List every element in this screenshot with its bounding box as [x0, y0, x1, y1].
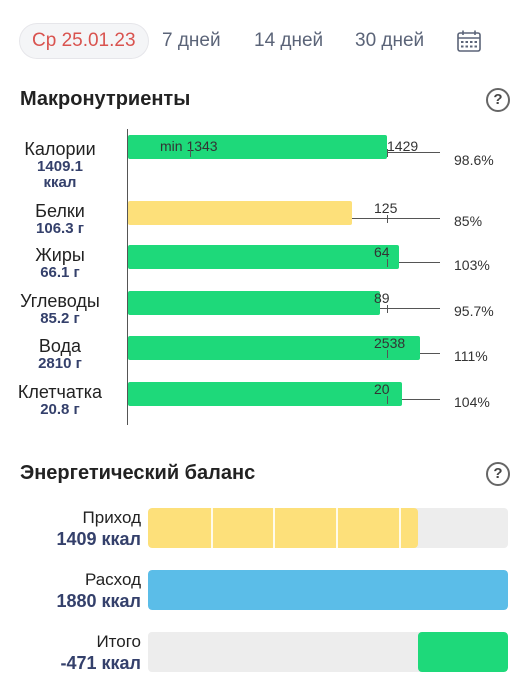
percent-label: 85% [454, 213, 483, 229]
percent-label: 95.7% [454, 303, 494, 319]
macro-unit: ккал [43, 174, 77, 191]
macro-label: Жиры 66.1 г [0, 245, 120, 281]
macro-bar [128, 382, 402, 406]
macro-row-2: Белки 106.3 г 125 85% [0, 195, 527, 241]
macro-row-6: Клетчатка 20.8 г 20 104% [0, 376, 527, 422]
macro-bar [128, 135, 387, 159]
reference-value: 64 [374, 244, 390, 260]
macro-value: 66.1 г [40, 264, 80, 281]
energy-segment-divider [399, 508, 401, 548]
reference-tick [387, 215, 388, 223]
tab-30-days[interactable]: 30 дней [355, 30, 425, 51]
macro-label: Белки 106.3 г [0, 201, 120, 237]
percent-label: 104% [454, 394, 490, 410]
macro-bar [128, 245, 399, 269]
macro-row-5: Вода 2810 г 2538 111% [0, 330, 527, 376]
energy-value: 1409 ккал [56, 529, 141, 549]
energy-track [148, 508, 508, 548]
reference-value: 89 [374, 290, 390, 306]
minimum-tick [190, 149, 191, 157]
energy-segment-divider [336, 508, 338, 548]
macronutrients-help-icon[interactable]: ? [486, 88, 510, 112]
macro-row-1: Калории 1409.1 ккал 1429 min 1343 98.6% [0, 129, 527, 191]
tab-14-days[interactable]: 14 дней [254, 30, 324, 51]
macro-name: Жиры [35, 245, 85, 265]
energy-balance-title: Энергетический баланс [20, 462, 256, 484]
percent-label: 111% [454, 348, 488, 364]
macro-label: Калории 1409.1 ккал [0, 139, 120, 191]
chart-axis [127, 129, 128, 425]
macro-bar [128, 291, 380, 315]
reference-tick [387, 149, 388, 157]
reference-tick [387, 259, 388, 267]
macro-name: Углеводы [20, 291, 100, 311]
tab-date[interactable]: Ср 25.01.23 [20, 24, 148, 58]
percent-label: 98.6% [454, 152, 494, 168]
macro-value: 20.8 г [40, 401, 80, 418]
energy-name: Приход [82, 508, 141, 527]
macro-value: 85.2 г [40, 310, 80, 327]
macro-bar [128, 336, 420, 360]
energy-segment-divider [273, 508, 275, 548]
period-tabs: Ср 25.01.23 7 дней 14 дней 30 дней [0, 0, 527, 82]
macro-value: 106.3 г [36, 220, 84, 237]
energy-name: Расход [84, 570, 141, 589]
reference-value: 2538 [374, 335, 406, 351]
minimum-label: min 1343 [160, 138, 218, 154]
macro-bar [128, 201, 352, 225]
macro-label: Вода 2810 г [0, 336, 120, 372]
energy-value: -471 ккал [60, 653, 142, 673]
energy-segment-divider [211, 508, 213, 548]
macro-value: 1409.1 [37, 158, 83, 175]
energy-label: Расход 1880 ккал [56, 570, 141, 612]
reference-value: 1429 [387, 138, 419, 154]
energy-bar [148, 508, 418, 548]
energy-value: 1880 ккал [56, 591, 141, 611]
macro-value: 2810 г [38, 355, 82, 372]
energy-bar [418, 632, 508, 672]
energy-label: Приход 1409 ккал [56, 508, 141, 550]
energy-bar [148, 570, 508, 610]
macro-name: Клетчатка [17, 382, 103, 402]
reference-value: 20 [374, 381, 390, 397]
macro-row-3: Жиры 66.1 г 64 103% [0, 239, 527, 285]
percent-label: 103% [454, 257, 490, 273]
reference-tick [387, 305, 388, 313]
macro-label: Клетчатка 20.8 г [0, 382, 120, 418]
macro-name: Белки [35, 201, 85, 221]
macro-name: Калории [24, 139, 96, 159]
macro-name: Вода [38, 336, 82, 356]
macro-row-4: Углеводы 85.2 г 89 95.7% [0, 285, 527, 331]
energy-balance-help-icon[interactable]: ? [486, 462, 510, 486]
macro-label: Углеводы 85.2 г [0, 291, 120, 327]
energy-track [148, 570, 508, 610]
reference-tick [387, 396, 388, 404]
energy-track [148, 632, 508, 672]
macronutrients-title: Макронутриенты [20, 88, 191, 110]
tab-7-days[interactable]: 7 дней [162, 30, 221, 51]
reference-tick [387, 350, 388, 358]
energy-name: Итого [96, 632, 141, 651]
reference-value: 125 [374, 200, 398, 216]
energy-label: Итого -471 ккал [61, 632, 142, 674]
calendar-icon[interactable] [457, 30, 481, 52]
